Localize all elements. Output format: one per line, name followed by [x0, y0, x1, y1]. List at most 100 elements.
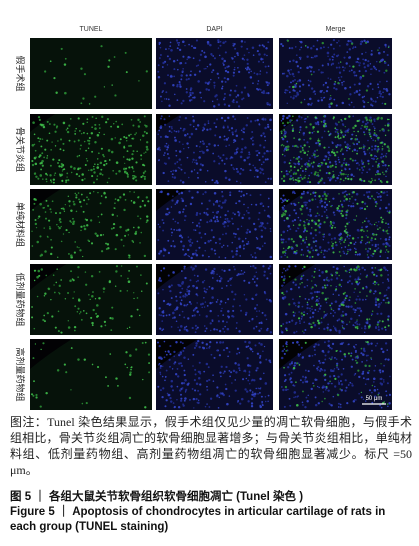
apoptotic-cell — [88, 240, 91, 243]
nucleus — [257, 60, 260, 63]
apoptotic-cell — [347, 173, 349, 176]
nucleus — [387, 64, 390, 67]
nucleus — [259, 144, 262, 147]
apoptotic-cell — [311, 305, 313, 308]
nucleus — [212, 69, 215, 72]
nucleus — [180, 191, 184, 195]
nucleus — [228, 178, 231, 181]
nucleus — [163, 356, 166, 359]
nucleus — [331, 356, 333, 359]
nucleus — [345, 162, 348, 165]
nucleus — [385, 394, 388, 397]
apoptotic-cell — [59, 174, 62, 177]
nucleus — [323, 210, 326, 213]
nucleus — [377, 51, 381, 55]
nucleus — [232, 42, 235, 45]
nucleus — [251, 136, 254, 138]
nucleus — [187, 236, 190, 238]
nucleus — [366, 274, 369, 277]
nucleus — [297, 286, 300, 289]
apoptotic-cell — [140, 231, 143, 234]
apoptotic-cell — [371, 179, 374, 181]
nucleus — [178, 83, 182, 86]
apoptotic-cell — [375, 133, 377, 136]
nucleus — [282, 114, 285, 118]
apoptotic-cell — [325, 270, 328, 273]
nucleus — [216, 386, 219, 389]
nucleus — [298, 115, 301, 118]
nucleus — [188, 255, 190, 258]
nucleus — [312, 152, 315, 154]
nucleus — [208, 379, 211, 381]
nucleus — [354, 398, 356, 401]
nucleus — [322, 235, 325, 238]
apoptotic-cell — [332, 116, 335, 119]
nucleus — [206, 169, 209, 172]
apoptotic-cell — [145, 70, 148, 73]
apoptotic-cell — [136, 297, 139, 299]
nucleus — [191, 45, 193, 48]
nucleus — [267, 150, 270, 153]
apoptotic-cell — [280, 130, 283, 133]
apoptotic-cell — [286, 148, 290, 151]
nucleus — [174, 93, 176, 96]
apoptotic-cell — [54, 172, 57, 175]
nucleus — [342, 66, 344, 69]
nucleus — [264, 242, 266, 245]
apoptotic-cell — [58, 159, 61, 162]
nucleus — [303, 118, 306, 121]
apoptotic-cell — [73, 167, 76, 170]
nucleus — [241, 378, 245, 381]
apoptotic-cell — [60, 207, 63, 210]
nucleus — [345, 190, 347, 193]
nucleus — [226, 321, 228, 324]
nucleus — [378, 92, 381, 95]
apoptotic-cell — [369, 290, 372, 293]
nucleus — [236, 347, 240, 350]
nucleus — [282, 388, 285, 392]
apoptotic-cell — [109, 317, 112, 320]
apoptotic-cell — [335, 146, 338, 149]
nucleus — [204, 301, 207, 303]
nucleus — [346, 402, 349, 405]
apoptotic-cell — [368, 369, 370, 372]
nucleus — [321, 286, 325, 289]
apoptotic-cell — [370, 237, 373, 240]
nucleus — [196, 240, 199, 243]
apoptotic-cell — [94, 140, 97, 144]
nucleus — [255, 387, 257, 390]
apoptotic-cell — [73, 325, 77, 329]
micrograph — [30, 339, 152, 410]
nucleus — [161, 218, 164, 222]
nucleus — [359, 42, 363, 46]
apoptotic-cell — [317, 138, 320, 140]
nucleus — [280, 330, 283, 333]
nucleus — [222, 233, 224, 236]
apoptotic-cell — [311, 255, 314, 258]
apoptotic-cell — [59, 221, 62, 224]
nucleus — [354, 278, 357, 281]
apoptotic-cell — [373, 198, 376, 201]
apoptotic-cell — [82, 97, 85, 100]
apoptotic-cell — [138, 80, 140, 82]
nucleus — [374, 344, 377, 347]
nucleus — [182, 40, 185, 44]
nucleus — [259, 377, 262, 381]
nucleus — [226, 77, 230, 81]
nucleus — [230, 250, 234, 253]
nucleus — [211, 296, 214, 299]
nucleus — [292, 298, 294, 301]
apoptotic-cell — [109, 353, 112, 355]
nucleus — [218, 237, 222, 241]
apoptotic-cell — [69, 279, 72, 283]
apoptotic-cell — [79, 130, 81, 132]
nucleus — [219, 44, 222, 47]
nucleus — [323, 341, 326, 344]
nucleus — [175, 201, 179, 204]
apoptotic-cell — [297, 160, 300, 163]
nucleus — [243, 59, 246, 61]
apoptotic-cell — [120, 265, 123, 267]
nucleus — [282, 200, 285, 203]
nucleus — [167, 274, 170, 277]
apoptotic-cell — [286, 199, 289, 202]
